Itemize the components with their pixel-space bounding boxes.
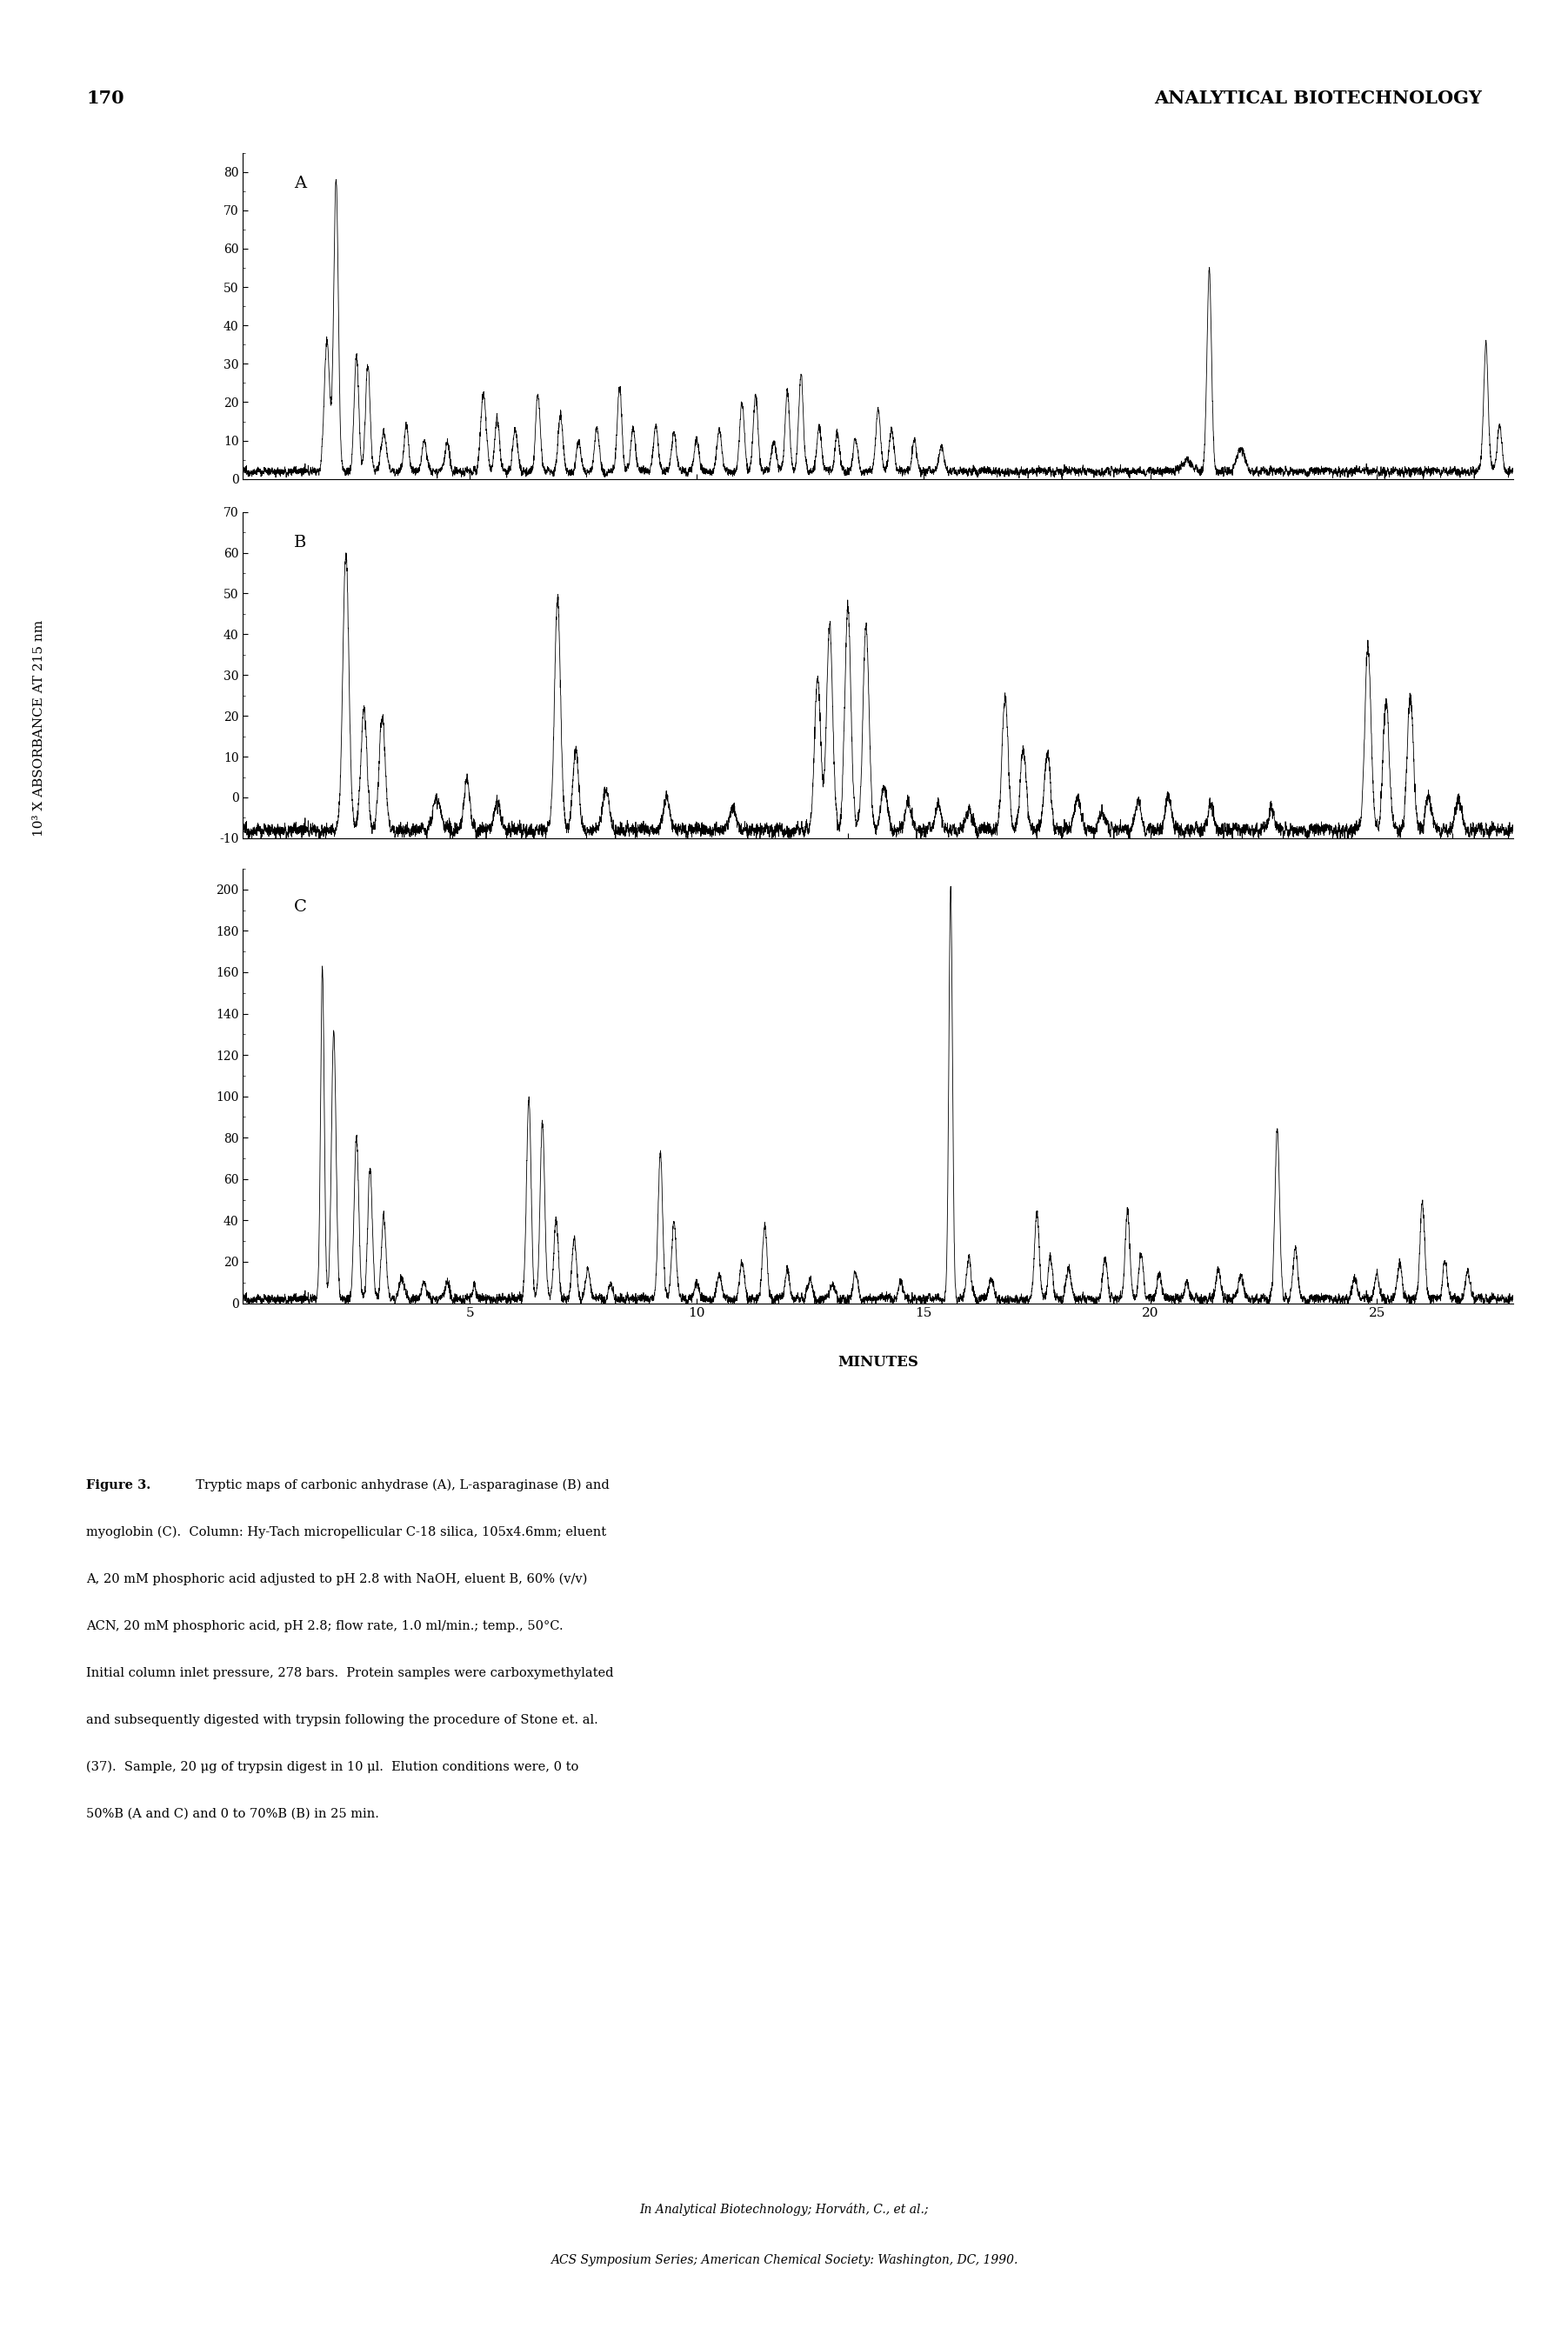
Text: A: A (293, 176, 306, 190)
Text: 50%B (A and C) and 0 to 70%B (B) in 25 min.: 50%B (A and C) and 0 to 70%B (B) in 25 m… (86, 1808, 379, 1820)
Text: myoglobin (C).  Column: Hy-Tach micropellicular C-18 silica, 105x4.6mm; eluent: myoglobin (C). Column: Hy-Tach micropell… (86, 1526, 607, 1538)
Text: B: B (293, 535, 306, 549)
Text: ANALYTICAL BIOTECHNOLOGY: ANALYTICAL BIOTECHNOLOGY (1154, 89, 1482, 106)
Text: A, 20 mM phosphoric acid adjusted to pH 2.8 with NaOH, eluent B, 60% (v/v): A, 20 mM phosphoric acid adjusted to pH … (86, 1573, 588, 1585)
Text: Tryptic maps of carbonic anhydrase (A), L-asparaginase (B) and: Tryptic maps of carbonic anhydrase (A), … (188, 1479, 610, 1491)
Text: ACN, 20 mM phosphoric acid, pH 2.8; flow rate, 1.0 ml/min.; temp., 50°C.: ACN, 20 mM phosphoric acid, pH 2.8; flow… (86, 1620, 563, 1632)
Text: (37).  Sample, 20 μg of trypsin digest in 10 μl.  Elution conditions were, 0 to: (37). Sample, 20 μg of trypsin digest in… (86, 1761, 579, 1773)
Text: ACS Symposium Series; American Chemical Society: Washington, DC, 1990.: ACS Symposium Series; American Chemical … (550, 2254, 1018, 2266)
Text: MINUTES: MINUTES (837, 1355, 919, 1369)
Text: and subsequently digested with trypsin following the procedure of Stone et. al.: and subsequently digested with trypsin f… (86, 1714, 599, 1726)
Text: 10³ X ABSORBANCE AT 215 nm: 10³ X ABSORBANCE AT 215 nm (33, 620, 45, 836)
Text: Initial column inlet pressure, 278 bars.  Protein samples were carboxymethylated: Initial column inlet pressure, 278 bars.… (86, 1667, 613, 1679)
Text: 170: 170 (86, 89, 124, 106)
Text: C: C (293, 899, 307, 916)
Text: Figure 3.: Figure 3. (86, 1479, 151, 1491)
Text: In Analytical Biotechnology; Horváth, C., et al.;: In Analytical Biotechnology; Horváth, C.… (640, 2202, 928, 2217)
